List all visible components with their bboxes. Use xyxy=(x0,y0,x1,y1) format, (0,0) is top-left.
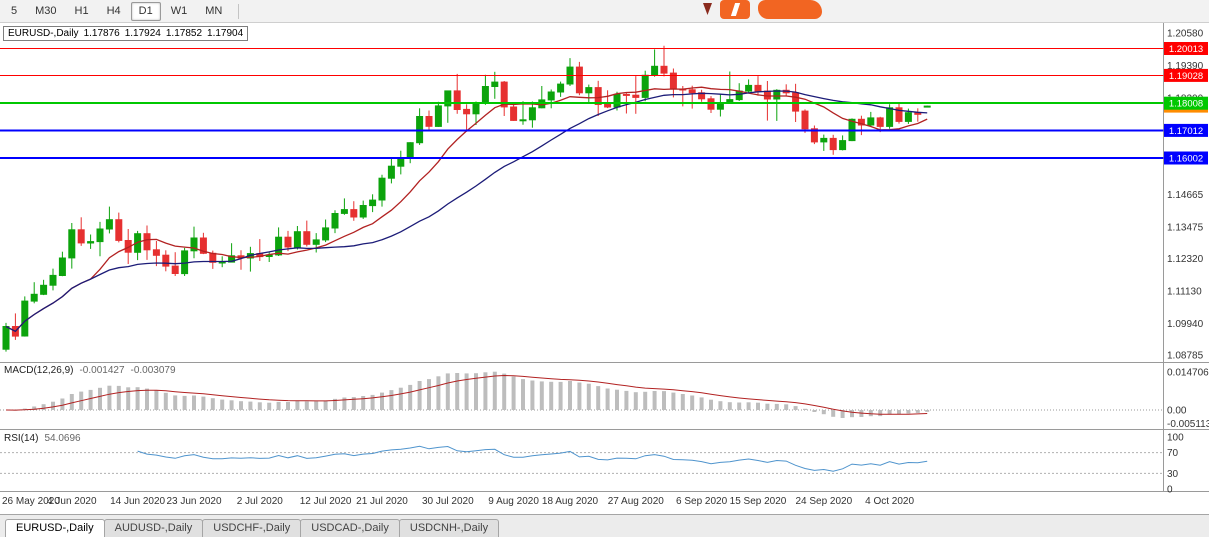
svg-text:18 Aug 2020: 18 Aug 2020 xyxy=(542,496,599,507)
svg-text:100: 100 xyxy=(1167,433,1184,444)
svg-text:-0.005113: -0.005113 xyxy=(1167,419,1209,430)
logo-flag-icon xyxy=(703,3,712,15)
svg-text:1.11130: 1.11130 xyxy=(1167,287,1202,298)
svg-text:4 Jun 2020: 4 Jun 2020 xyxy=(47,496,97,507)
rsi-indicator-title: RSI(14) 54.0696 xyxy=(4,433,81,444)
tf-h4-button[interactable]: H4 xyxy=(106,4,121,17)
timeframe-toolbar: 5 M30 H1 H4 D1 W1 MN xyxy=(0,0,1209,23)
open-value: 1.17876 xyxy=(83,28,120,39)
svg-text:6 Sep 2020: 6 Sep 2020 xyxy=(676,496,728,507)
svg-text:1.20580: 1.20580 xyxy=(1167,29,1204,40)
svg-text:0.014706: 0.014706 xyxy=(1167,367,1209,378)
macd-signal-value: -0.003079 xyxy=(130,365,176,376)
svg-text:1.08785: 1.08785 xyxy=(1167,351,1204,362)
svg-text:1.14665: 1.14665 xyxy=(1167,190,1204,201)
high-value: 1.17924 xyxy=(124,28,161,39)
tab-eurusd[interactable]: EURUSD-,Daily xyxy=(5,519,105,537)
svg-text:30: 30 xyxy=(1167,469,1179,480)
svg-text:27 Aug 2020: 27 Aug 2020 xyxy=(608,496,665,507)
rsi-value: 54.0696 xyxy=(44,433,81,444)
macd-indicator-title: MACD(12,26,9) -0.001427 -0.003079 xyxy=(4,365,176,376)
svg-text:2 Jul 2020: 2 Jul 2020 xyxy=(237,496,284,507)
rsi-line xyxy=(137,445,928,472)
close-value: 1.17904 xyxy=(207,28,244,39)
toolbar-divider xyxy=(238,3,240,19)
svg-text:1.17012: 1.17012 xyxy=(1169,126,1203,137)
svg-text:70: 70 xyxy=(1167,448,1179,459)
svg-text:1.19390: 1.19390 xyxy=(1167,61,1204,72)
svg-text:1.12320: 1.12320 xyxy=(1167,254,1204,265)
tf-w1-button[interactable]: W1 xyxy=(170,4,188,17)
svg-text:1.13475: 1.13475 xyxy=(1167,223,1204,234)
svg-text:1.20013: 1.20013 xyxy=(1169,44,1203,55)
rsi-label: RSI(14) xyxy=(4,433,39,444)
macd-histogram xyxy=(13,371,930,418)
logo-square-icon xyxy=(720,0,750,19)
macd-axis-labels: 0.014706 0.00 -0.005113 xyxy=(1167,367,1209,430)
svg-text:23 Jun 2020: 23 Jun 2020 xyxy=(166,496,221,507)
svg-text:15 Sep 2020: 15 Sep 2020 xyxy=(730,496,787,507)
chart-ohlc-title: EURUSD-,Daily 1.17876 1.17924 1.17852 1.… xyxy=(3,26,249,41)
rsi-levels xyxy=(0,452,1164,474)
macd-main-value: -0.001427 xyxy=(79,365,125,376)
tf-m5-button[interactable]: 5 xyxy=(11,4,18,17)
tf-m30-button[interactable]: M30 xyxy=(35,4,57,17)
svg-text:9 Aug 2020: 9 Aug 2020 xyxy=(488,496,539,507)
panel-frame xyxy=(0,22,1209,492)
broker-logo xyxy=(703,0,822,23)
svg-text:1.16002: 1.16002 xyxy=(1169,154,1203,165)
svg-text:12 Jul 2020: 12 Jul 2020 xyxy=(300,496,352,507)
symbol-tabbar: EURUSD-,Daily AUDUSD-,Daily USDCHF-,Dail… xyxy=(0,514,1209,537)
tab-audusd[interactable]: AUDUSD-,Daily xyxy=(103,519,204,537)
rsi-axis-labels: 100 70 30 0 xyxy=(1167,433,1184,496)
price-badges: 1.179041.200131.190281.180081.170121.160… xyxy=(1164,42,1208,165)
macd-signal-line xyxy=(5,374,928,415)
svg-text:0.00: 0.00 xyxy=(1167,406,1187,417)
tf-d1-button[interactable]: D1 xyxy=(130,1,161,21)
svg-text:30 Jul 2020: 30 Jul 2020 xyxy=(422,496,474,507)
level-lines[interactable] xyxy=(0,48,1164,159)
symbol-label: EURUSD-,Daily xyxy=(8,28,79,39)
low-value: 1.17852 xyxy=(165,28,203,39)
svg-text:1.09940: 1.09940 xyxy=(1167,319,1204,330)
svg-text:26 May 2020: 26 May 2020 xyxy=(2,496,60,507)
svg-text:21 Jul 2020: 21 Jul 2020 xyxy=(356,496,408,507)
svg-text:4 Oct 2020: 4 Oct 2020 xyxy=(865,496,914,507)
svg-text:1.19028: 1.19028 xyxy=(1169,71,1203,82)
svg-text:1.18008: 1.18008 xyxy=(1169,99,1203,110)
tf-mn-button[interactable]: MN xyxy=(205,4,223,17)
tab-usdcad[interactable]: USDCAD-,Daily xyxy=(300,519,400,537)
svg-text:0: 0 xyxy=(1167,485,1173,496)
tab-usdcnh[interactable]: USDCNH-,Daily xyxy=(398,519,500,537)
ma-slow-line xyxy=(5,90,928,333)
svg-text:14 Jun 2020: 14 Jun 2020 xyxy=(110,496,165,507)
svg-text:24 Sep 2020: 24 Sep 2020 xyxy=(795,496,852,507)
tab-usdchf[interactable]: USDCHF-,Daily xyxy=(202,519,302,537)
tf-h1-button[interactable]: H1 xyxy=(74,4,89,17)
logo-swoosh-icon xyxy=(758,0,822,19)
macd-label: MACD(12,26,9) xyxy=(4,365,74,376)
